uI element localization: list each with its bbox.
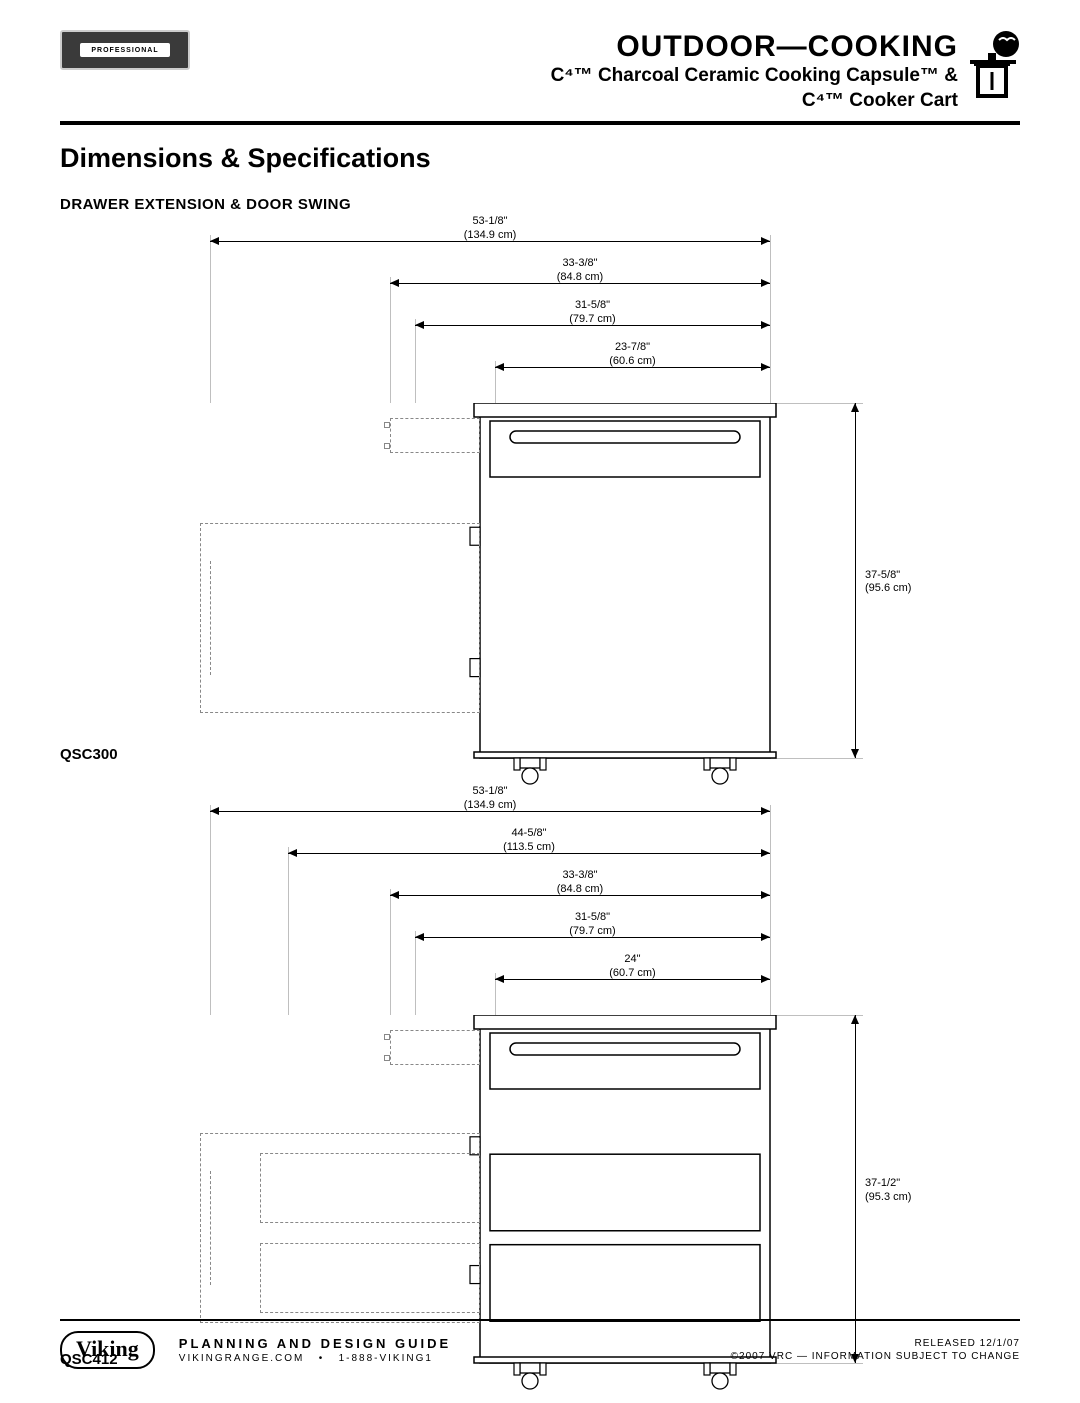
section-title: Dimensions & Specifications	[60, 143, 1020, 174]
dimension-tick	[495, 973, 496, 1015]
footer-phone: 1-888-VIKING1	[339, 1353, 433, 1364]
drawer-extension-knob	[384, 443, 390, 449]
footer: Viking PLANNING AND DESIGN GUIDE VIKINGR…	[60, 1319, 1020, 1369]
footer-right: RELEASED 12/1/07 ©2007 VRC — INFORMATION…	[731, 1338, 1020, 1362]
dimension-tick	[210, 235, 211, 403]
dimension-label: 44-5/8"(113.5 cm)	[484, 827, 574, 853]
model-label: QSC300	[60, 746, 118, 763]
footer-bullet: •	[319, 1353, 325, 1364]
door-swing-edge	[210, 561, 211, 675]
drawer-swing-outline	[260, 1153, 480, 1223]
dimension-arrow-v	[855, 1015, 856, 1363]
drawer-swing-outline	[260, 1243, 480, 1313]
header-right: OUTDOOR—COOKING C⁴™ Charcoal Ceramic Coo…	[551, 30, 1020, 113]
dimension-tick	[495, 361, 496, 403]
dimension-label: 53-1/8"(134.9 cm)	[445, 215, 535, 241]
cart-drawing	[440, 403, 810, 798]
header-subtitle-2: C⁴™ Cooker Cart	[551, 89, 958, 114]
page: PROFESSIONAL OUTDOOR—COOKING C⁴™ Charcoa…	[0, 0, 1080, 1397]
footer-center: PLANNING AND DESIGN GUIDE VIKINGRANGE.CO…	[155, 1336, 731, 1364]
header-text: OUTDOOR—COOKING C⁴™ Charcoal Ceramic Coo…	[551, 30, 958, 113]
dimension-tick	[390, 277, 391, 403]
dimension-label: 33-3/8"(84.8 cm)	[535, 257, 625, 283]
dimension-label: 31-5/8"(79.7 cm)	[548, 911, 638, 937]
dimension-tick	[415, 319, 416, 403]
door-swing-outline	[200, 523, 480, 713]
door-swing-edge	[210, 1171, 211, 1285]
dimension-label: 53-1/8"(134.9 cm)	[445, 785, 535, 811]
dimension-label: 37-1/2"(95.3 cm)	[865, 1177, 911, 1203]
footer-site: VIKINGRANGE.COM	[179, 1353, 305, 1364]
grill-icon	[970, 30, 1020, 98]
footer-guide: PLANNING AND DESIGN GUIDE	[179, 1336, 731, 1351]
viking-logo: Viking	[60, 1331, 155, 1369]
drawer-extension-outline	[390, 418, 480, 453]
dimension-label: 24"(60.7 cm)	[588, 953, 678, 979]
dimension-label: 31-5/8"(79.7 cm)	[548, 299, 638, 325]
drawer-extension-knob	[384, 422, 390, 428]
drawer-extension-knob	[384, 1034, 390, 1040]
footer-rule	[60, 1319, 1020, 1321]
diagram-qsc412: 53-1/8"(134.9 cm) 44-5/8"(113.5 cm) 33-3/8…	[60, 783, 1020, 1403]
drawer-extension-outline	[390, 1030, 480, 1065]
dimension-arrow-v	[855, 403, 856, 758]
dimension-tick	[770, 805, 771, 1015]
dimension-label: 23-7/8"(60.6 cm)	[588, 341, 678, 367]
dimension-tick	[415, 931, 416, 1015]
footer-contact: VIKINGRANGE.COM • 1-888-VIKING1	[179, 1353, 731, 1364]
drawer-extension-knob	[384, 1055, 390, 1061]
subsection-title: DRAWER EXTENSION & DOOR SWING	[60, 196, 1020, 213]
header-subtitle-1: C⁴™ Charcoal Ceramic Cooking Capsule™ &	[551, 64, 958, 89]
footer-copyright: ©2007 VRC — INFORMATION SUBJECT TO CHANG…	[731, 1351, 1020, 1362]
brand-badge-label: PROFESSIONAL	[80, 43, 170, 57]
header: PROFESSIONAL OUTDOOR—COOKING C⁴™ Charcoa…	[60, 30, 1020, 125]
dimension-tick	[390, 889, 391, 1015]
dimension-tick	[288, 847, 289, 1015]
header-title: OUTDOOR—COOKING	[551, 30, 958, 64]
dimension-tick	[770, 235, 771, 403]
diagram-qsc300: 53-1/8"(134.9 cm)33-3/8"(84.8 cm) 31-5/8"…	[60, 213, 1020, 783]
brand-badge: PROFESSIONAL	[60, 30, 190, 70]
footer-row: Viking PLANNING AND DESIGN GUIDE VIKINGR…	[60, 1331, 1020, 1369]
dimension-tick	[210, 805, 211, 1015]
footer-released: RELEASED 12/1/07	[731, 1338, 1020, 1349]
dimension-label: 33-3/8"(84.8 cm)	[535, 869, 625, 895]
dimension-label: 37-5/8"(95.6 cm)	[865, 569, 911, 595]
